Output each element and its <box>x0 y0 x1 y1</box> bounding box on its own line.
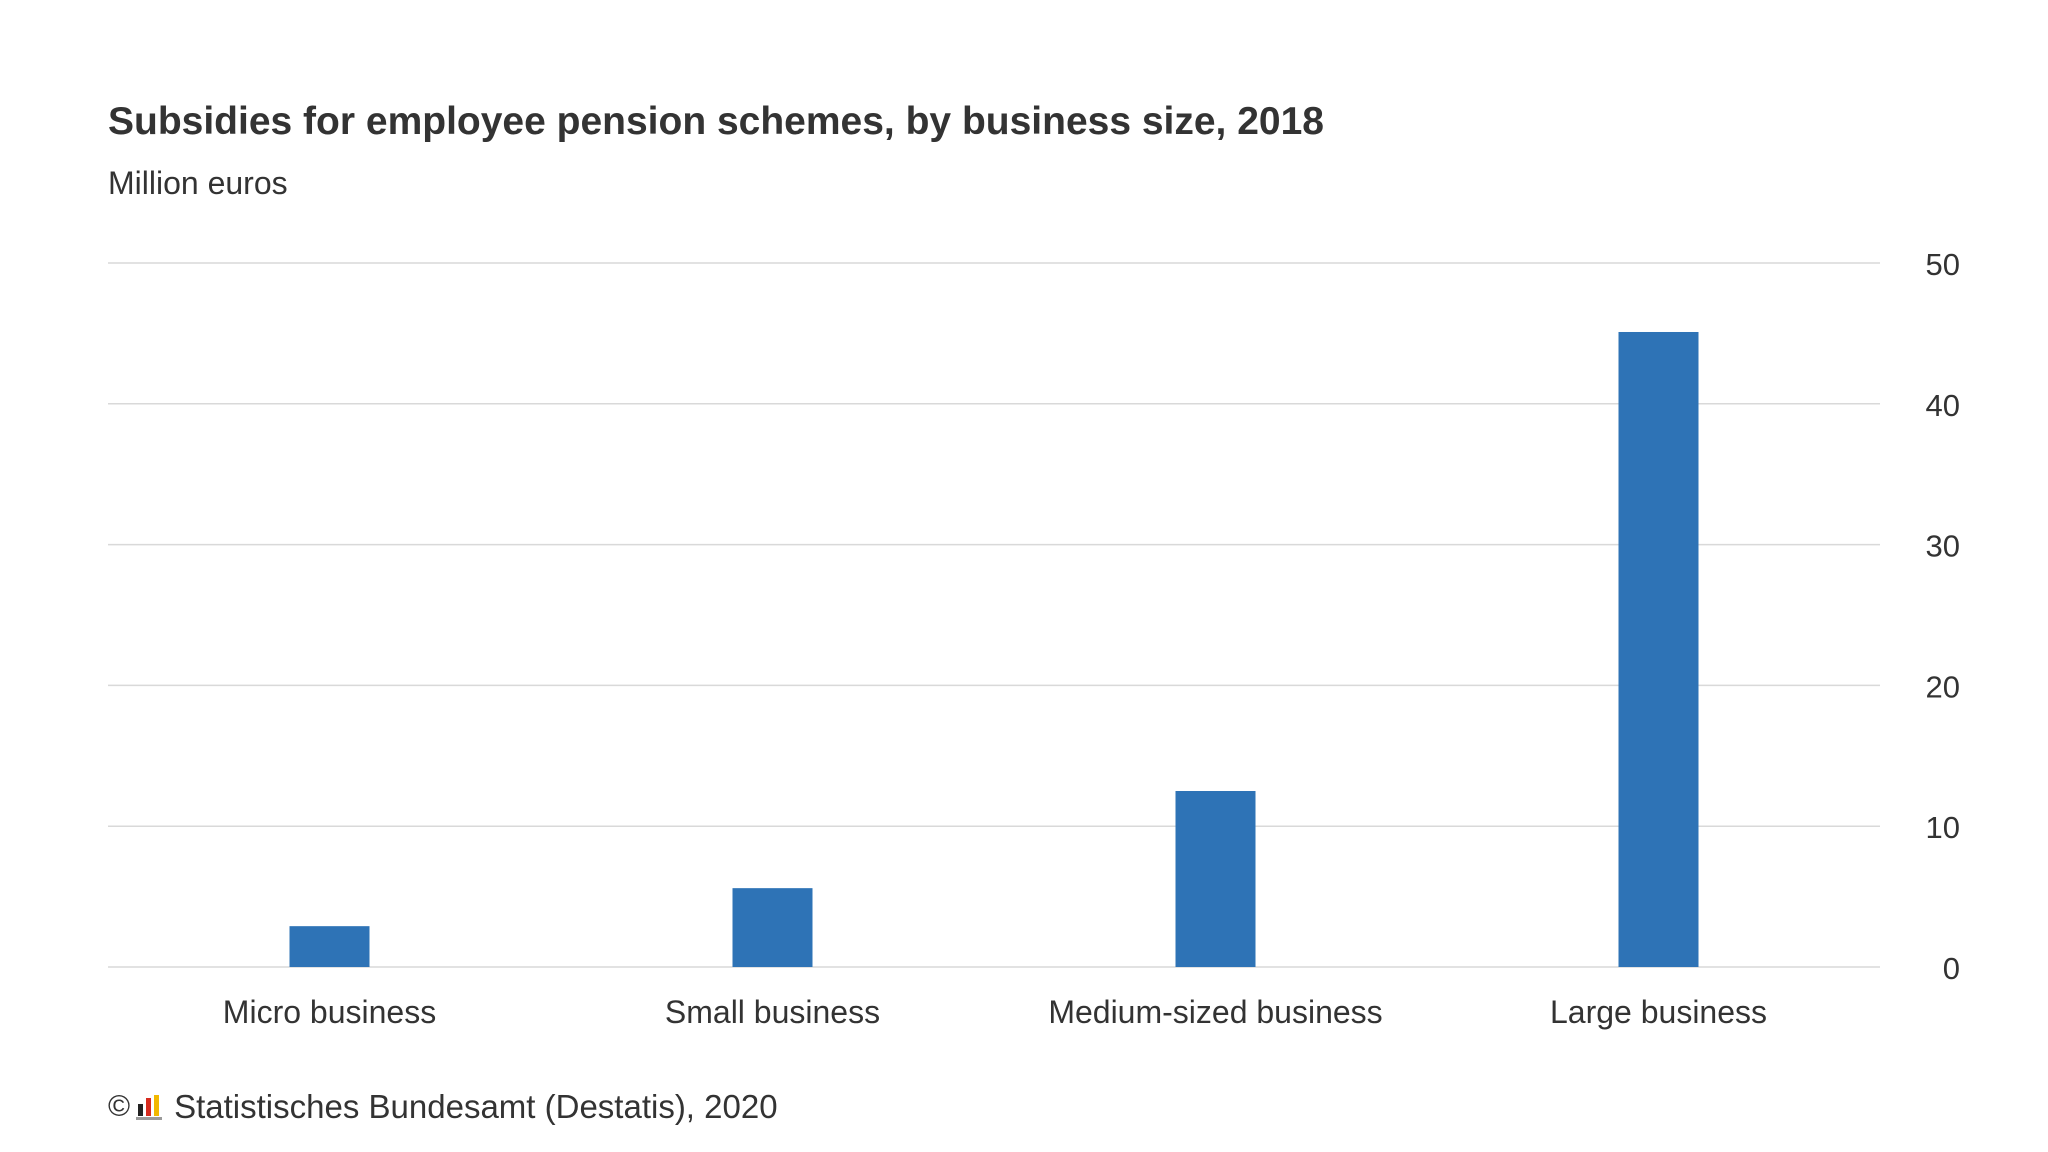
x-tick-label: Small business <box>665 994 880 1030</box>
source-text: Statistisches Bundesamt (Destatis), 2020 <box>174 1088 778 1125</box>
x-tick-label: Large business <box>1550 994 1767 1030</box>
bar <box>1175 791 1256 967</box>
bar <box>289 926 370 967</box>
bar <box>732 888 813 967</box>
y-tick-label: 10 <box>1926 810 1960 845</box>
x-tick-label: Medium-sized business <box>1048 994 1382 1030</box>
chart-title: Subsidies for employee pension schemes, … <box>108 100 1324 143</box>
bar <box>1618 331 1699 967</box>
x-tick-label: Micro business <box>223 994 436 1030</box>
destatis-logo-icon <box>136 1095 163 1120</box>
y-tick-label: 40 <box>1926 388 1960 423</box>
y-tick-label: 50 <box>1926 247 1960 282</box>
y-tick-label: 30 <box>1926 529 1960 564</box>
y-tick-label: 0 <box>1943 951 1960 986</box>
copyright-symbol: © <box>108 1090 131 1123</box>
chart-subtitle: Million euros <box>108 165 288 201</box>
y-tick-label: 20 <box>1926 669 1960 704</box>
source-footer: © Statistisches Bundesamt (Destatis), 20… <box>108 1088 778 1126</box>
